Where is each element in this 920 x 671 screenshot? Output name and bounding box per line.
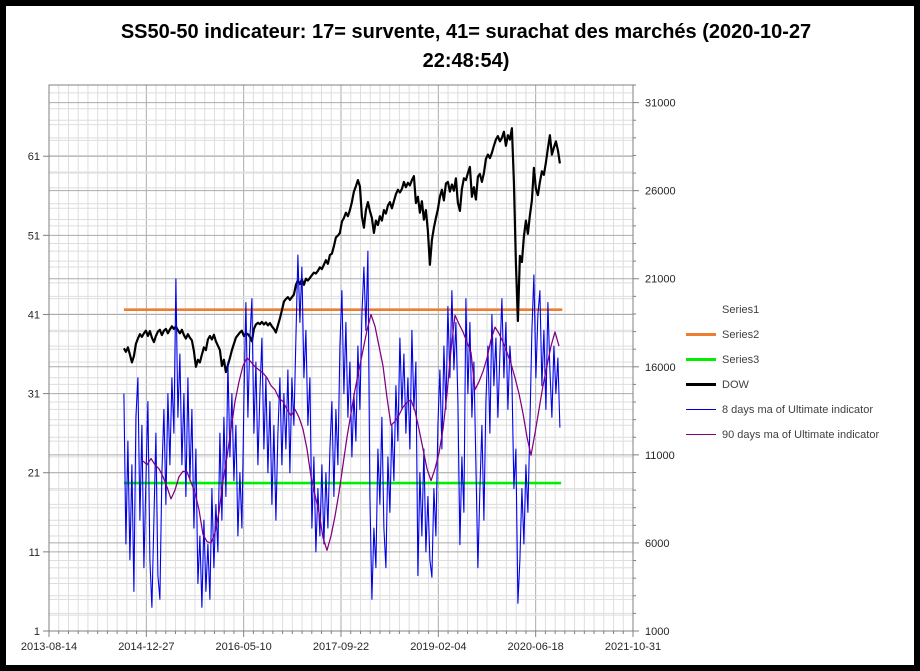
legend-label-series3: Series3 (722, 353, 760, 366)
legend-swatch-series2 (686, 333, 716, 336)
y-right-tick-label: 16000 (645, 362, 676, 374)
chart-title-line1: SS50-50 indicateur: 17= survente, 41= su… (120, 21, 812, 43)
y-right-tick-label: 31000 (645, 98, 676, 110)
series-90-days-ma-of-ultimate-indicator-line (142, 313, 560, 551)
chart-title: SS50-50 indicateur: 17= survente, 41= su… (66, 18, 866, 76)
x-axis-tick-label: 2017-09-22 (313, 641, 369, 653)
y-left-tick-label: 51 (28, 230, 40, 242)
y-right-tick-label: 26000 (645, 186, 676, 198)
x-axis-tick-label: 2019-02-04 (410, 641, 466, 653)
legend-item-series3: Series3 (686, 347, 879, 372)
legend-item-series1: Series1 (686, 297, 879, 322)
y-left-tick-label: 1 (34, 626, 40, 638)
y-right-tick-label: 6000 (645, 538, 669, 550)
legend-swatch-90-days-ma-of-ultimate-indicator (686, 433, 716, 436)
x-axis-tick-label: 2020-06-18 (508, 641, 564, 653)
series-dow-line (122, 127, 561, 374)
x-axis-tick-label: 2014-12-27 (118, 641, 174, 653)
legend-item-8-days-ma-of-ultimate-indicator: 8 days ma of Ultimate indicator (686, 397, 879, 422)
y-right-tick-label: 21000 (645, 274, 676, 286)
x-axis-tick-label: 2021-10-31 (605, 641, 661, 653)
legend-label-series2: Series2 (722, 328, 760, 341)
series-8-days-ma-of-ultimate-indicator-line (123, 250, 561, 608)
legend-swatch-8-days-ma-of-ultimate-indicator (686, 408, 716, 411)
legend-label-dow: DOW (722, 378, 749, 391)
legend-swatch-series3 (686, 358, 716, 361)
y-right-tick-label: 11000 (645, 450, 675, 462)
chart-title-line2: 22:48:54) (422, 50, 510, 72)
chart-plot: 2013-08-14 2014-12-27 2016-05-10 2017-09-22… (21, 84, 676, 653)
legend-label-90-days-ma-of-ultimate-indicator: 90 days ma of Ultimate indicator (722, 428, 880, 441)
x-axis-tick-label: 2013-08-14 (21, 641, 77, 653)
legend-item-dow: DOW (686, 372, 879, 397)
legend-item-90-days-ma-of-ultimate-indicator: 90 days ma of Ultimate indicator (686, 422, 879, 447)
y-left-tick-label: 31 (28, 389, 40, 401)
legend-item-series2: Series2 (686, 322, 879, 347)
legend-label-8-days-ma-of-ultimate-indicator: 8 days ma of Ultimate indicator (722, 403, 874, 416)
y-left-tick-label: 21 (28, 468, 40, 480)
y-right-tick-label: 1000 (645, 626, 669, 638)
x-axis-tick-label: 2016-05-10 (216, 641, 272, 653)
chart-legend: Series1 Series2 Series3 DOW 8 days ma of Ult… (686, 297, 879, 447)
y-left-tick-label: 11 (29, 547, 40, 559)
legend-label-series1: Series1 (722, 303, 760, 316)
y-left-tick-label: 61 (28, 151, 40, 163)
legend-swatch-dow (686, 383, 716, 386)
legend-swatch-series1 (686, 309, 716, 310)
y-left-tick-label: 41 (28, 309, 40, 321)
